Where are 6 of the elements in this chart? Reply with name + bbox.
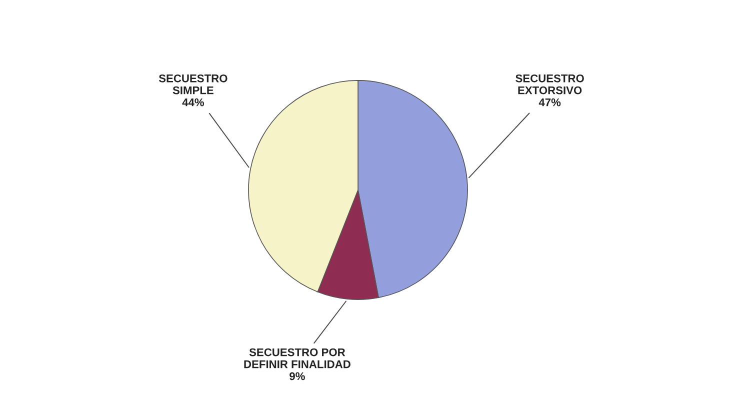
data-label: 9% <box>290 372 305 380</box>
slice-label: SECUESTRO POR DEFINIR FINALIDAD <box>244 348 350 368</box>
slice-label: SECUESTRO SIMPLE <box>158 74 228 94</box>
data-label: 47% <box>538 98 561 106</box>
slice-label: SECUESTRO EXTORSIVO <box>516 74 584 94</box>
data-label: 44% <box>182 98 204 106</box>
